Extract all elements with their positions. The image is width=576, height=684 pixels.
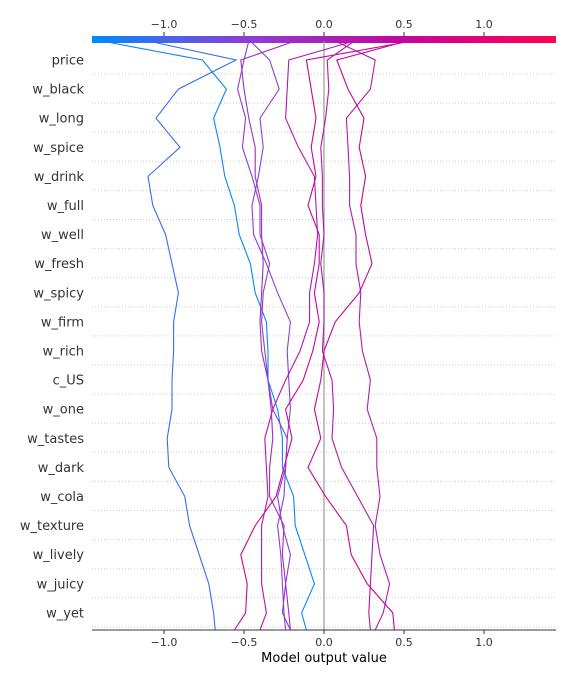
output-colorbar [92,36,556,43]
decision-line-8 [250,40,291,631]
bottom-tick-label: 0.5 [395,636,413,649]
feature-label-w-tastes: w_tastes [27,432,84,447]
decision-line-9 [233,40,413,631]
bottom-axis-ticks: −1.0 −0.5 0.0 0.5 1.0 [151,630,493,649]
decision-line-10 [259,40,355,631]
top-tick-label: 0.5 [395,18,413,31]
feature-label-w-dark: w_dark [38,461,85,476]
bottom-tick-label: 1.0 [475,636,493,649]
feature-label-w-fresh: w_fresh [34,257,84,272]
decision-line-6 [320,40,375,631]
feature-label-w-spicy: w_spicy [33,286,84,301]
decision-line-4 [334,40,391,631]
decision-line-2 [147,40,238,631]
feature-label-w-juicy: w_juicy [37,577,85,592]
top-tick-label: 0.0 [315,18,333,31]
feature-label-w-full: w_full [47,199,84,214]
decision-line-5 [237,40,288,631]
bottom-tick-label: −0.5 [231,636,258,649]
feature-label-w-long: w_long [39,112,84,127]
feature-label-w-rich: w_rich [43,345,84,360]
x-axis-title: Model output value [261,651,387,666]
feature-label-w-texture: w_texture [20,519,84,534]
feature-label-price: price [52,54,84,69]
top-axis-ticks: −1.0 −0.5 0.0 0.5 1.0 [151,18,493,36]
bottom-tick-label: 0.0 [315,636,333,649]
decision-line-3 [240,40,296,631]
feature-label-w-well: w_well [41,228,84,243]
feature-label-w-lively: w_lively [33,548,85,563]
feature-label-w-yet: w_yet [46,606,84,621]
decision-lines [101,40,413,631]
feature-label-w-drink: w_drink [34,170,85,185]
decision-line-1 [101,40,315,631]
feature-labels: price w_black w_long w_spice w_drink w_full w_… [20,54,85,622]
top-tick-label: 1.0 [475,18,493,31]
feature-label-w-firm: w_firm [41,315,84,330]
feature-label-w-one: w_one [43,403,84,418]
top-tick-label: −1.0 [151,18,178,31]
top-tick-label: −0.5 [231,18,258,31]
feature-label-w-spice: w_spice [33,141,84,156]
feature-label-c-US: c_US [53,374,84,389]
decision-line-7 [307,40,408,631]
bottom-tick-label: −1.0 [151,636,178,649]
feature-label-w-cola: w_cola [40,490,84,505]
feature-label-w-black: w_black [32,83,84,98]
